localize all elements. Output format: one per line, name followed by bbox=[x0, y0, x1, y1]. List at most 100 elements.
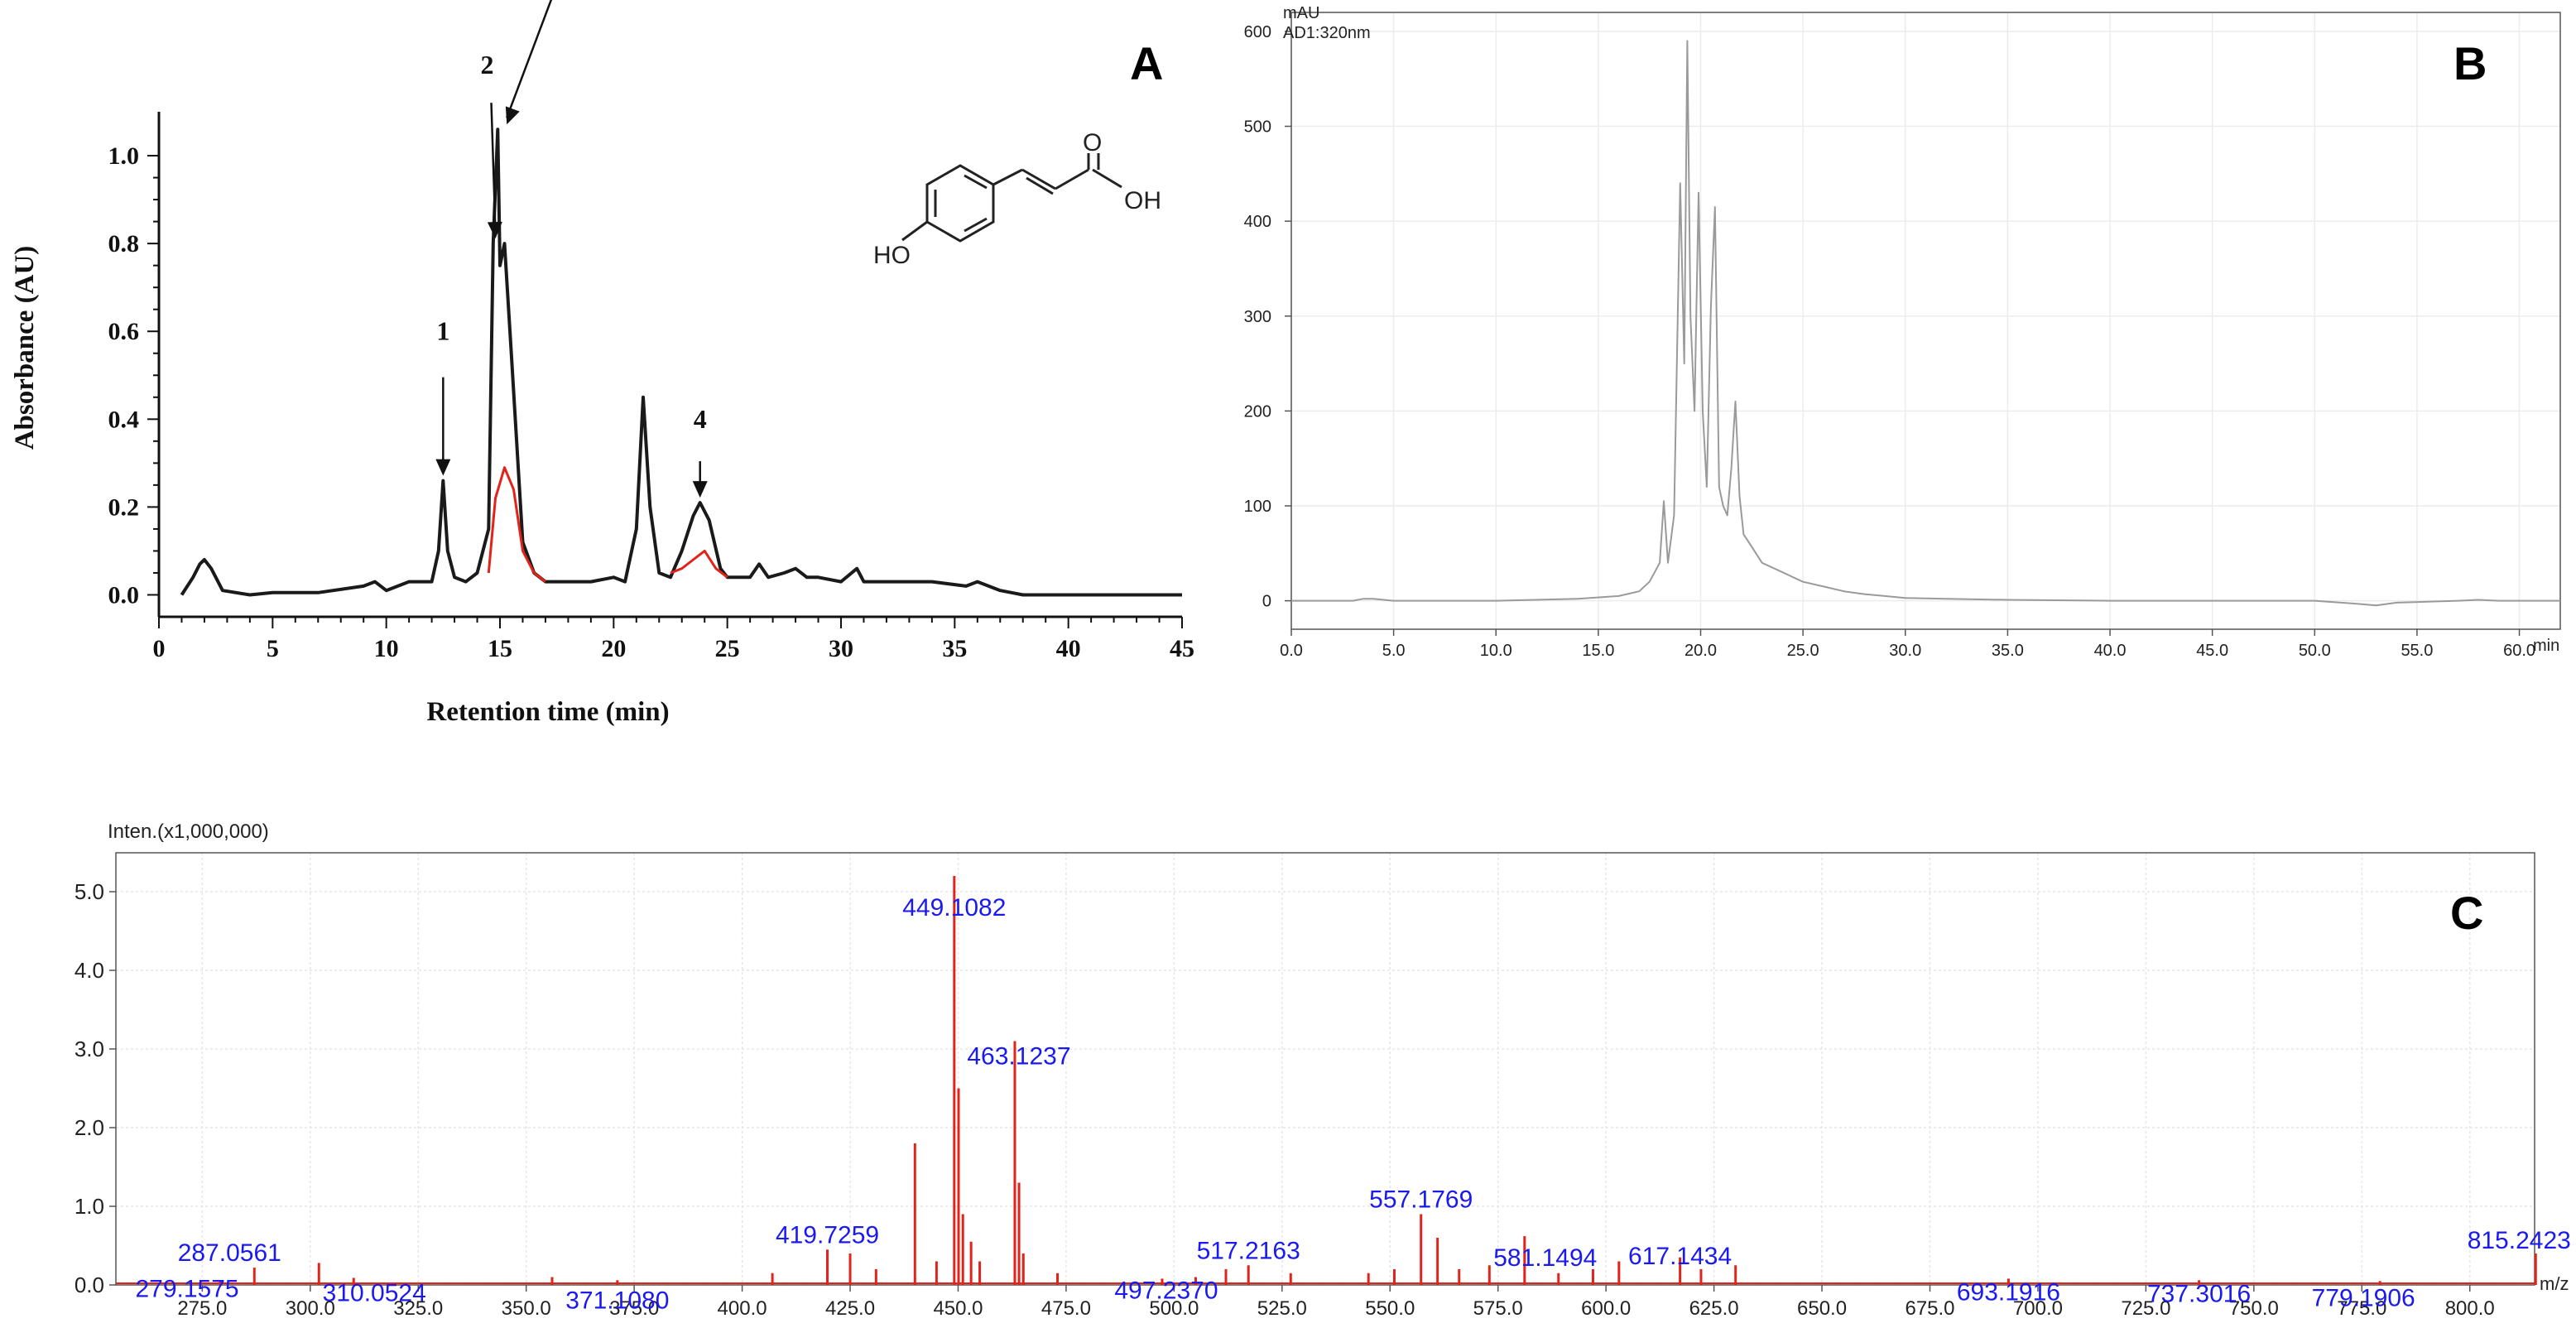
peak-arrowhead bbox=[505, 106, 520, 125]
panel-b-x-tick-label: 30.0 bbox=[1889, 642, 1921, 660]
panel-b-y-tick-label: 0 bbox=[1262, 593, 1271, 611]
panel-b-y-unit: mAU bbox=[1283, 4, 1319, 22]
panel-b-y-tick-label: 300 bbox=[1244, 308, 1271, 326]
panel-c-peak-labels: 279.1575 287.0561 310.0524 371.1080 419.7259… bbox=[135, 894, 2570, 1314]
panel-c-x-tick-label: 575.0 bbox=[1473, 1297, 1523, 1320]
panel-b-trace-label: AD1:320nm bbox=[1283, 24, 1371, 42]
panel-c-y-tick-label: 2.0 bbox=[74, 1115, 104, 1140]
peak-label-2: 2 bbox=[481, 50, 502, 239]
peak-label-3: 3 bbox=[505, 0, 553, 125]
panel-b-axes bbox=[1290, 12, 2561, 630]
panel-a-x-tick-label: 5 bbox=[267, 635, 279, 662]
panel-a-y-tick-label: 0.0 bbox=[108, 581, 140, 609]
panel-c-x-ticks: 275.0 300.0 325.0 350.0 375.0 400.0 425.0 450.0… bbox=[177, 1285, 2495, 1320]
panel-a-peak-labels: 1 23 4 bbox=[435, 0, 708, 498]
peak-arrowhead bbox=[487, 221, 502, 239]
panel-a-x-tick-label: 15 bbox=[488, 635, 512, 662]
panel-b-x-tick-label: 50.0 bbox=[2299, 642, 2331, 660]
structure-label-o: O bbox=[1083, 129, 1102, 156]
panel-c-y-tick-label: 3.0 bbox=[74, 1037, 104, 1061]
panel-b-x-unit: min bbox=[2533, 637, 2559, 655]
panel-c-x-tick-label: 375.0 bbox=[609, 1297, 659, 1320]
panel-a-x-tick-label: 35 bbox=[942, 635, 967, 662]
panel-c-x-tick-label: 475.0 bbox=[1041, 1297, 1091, 1320]
peak-label-1: 1 bbox=[435, 316, 451, 476]
panel-c-x-tick-label: 450.0 bbox=[933, 1297, 983, 1320]
panel-b-x-tick-label: 40.0 bbox=[2094, 642, 2127, 660]
panel-a-x-tick-label: 45 bbox=[1170, 635, 1194, 662]
panel-b-letter: B bbox=[2453, 37, 2487, 89]
panel-c-x-tick-label: 300.0 bbox=[286, 1297, 335, 1320]
panel-c-x-tick-label: 500.0 bbox=[1149, 1297, 1199, 1320]
panel-a-x-tick-label: 0 bbox=[153, 635, 166, 662]
peak-arrowhead bbox=[692, 481, 708, 498]
panel-a-series-line bbox=[180, 128, 1182, 597]
panel-c-y-tick-label: 0.0 bbox=[74, 1273, 104, 1297]
panel-a-series-line bbox=[487, 466, 546, 583]
panel-b-x-tick-label: 60.0 bbox=[2503, 642, 2535, 660]
panel-c-grid bbox=[116, 853, 2535, 1286]
panel-b-y-tick-label: 600 bbox=[1244, 23, 1271, 41]
panel-c-x-tick-label: 600.0 bbox=[1581, 1297, 1631, 1320]
peak-mz-label: 419.7259 bbox=[776, 1221, 879, 1249]
panel-a-x-tick-label: 25 bbox=[715, 635, 740, 662]
panel-b: 0.0 5.0 10.0 15.0 20.0 25.0 30.0 35.0 40.0 45.0 50… bbox=[1225, 0, 2576, 679]
panel-c-x-tick-label: 325.0 bbox=[393, 1297, 443, 1320]
panel-a-y-axis-label: Absorbance (AU) bbox=[10, 246, 40, 450]
panel-c-x-tick-label: 525.0 bbox=[1257, 1297, 1307, 1320]
panel-b-x-tick-label: 15.0 bbox=[1582, 642, 1614, 660]
panel-a-y-tick-label: 0.4 bbox=[108, 406, 140, 433]
peak-mz-label: 693.1916 bbox=[1957, 1278, 2060, 1306]
peak-mz-label: 815.2423 bbox=[2468, 1227, 2571, 1254]
panel-b-y-tick-label: 200 bbox=[1244, 402, 1271, 421]
panel-b-x-ticks: 0.0 5.0 10.0 15.0 20.0 25.0 30.0 35.0 40.0 45.0 50… bbox=[1280, 629, 2535, 660]
panel-b-y-ticks: 0 100 200 300 400 500 600 bbox=[1244, 23, 1291, 611]
panel-b-x-tick-label: 35.0 bbox=[1992, 642, 2024, 660]
panel-c-y-tick-label: 4.0 bbox=[74, 958, 104, 983]
panel-b-y-tick-label: 400 bbox=[1244, 213, 1271, 231]
panel-a-letter: A bbox=[1130, 37, 1163, 89]
panel-a-series-line bbox=[670, 549, 728, 579]
panel-c-x-tick-label: 425.0 bbox=[825, 1297, 875, 1320]
panel-a-x-axis-label: Retention time (min) bbox=[426, 697, 669, 727]
peak-number: 1 bbox=[436, 316, 449, 346]
panel-b-y-tick-label: 100 bbox=[1244, 498, 1271, 516]
panel-b-frame bbox=[1290, 12, 2561, 630]
panel-b-chart: 0.0 5.0 10.0 15.0 20.0 25.0 30.0 35.0 40.0 45.0 50… bbox=[1244, 4, 2561, 660]
peak-mz-label: 287.0561 bbox=[178, 1239, 281, 1267]
panel-a-y-ticks: 0.0 0.2 0.4 0.6 0.8 1.0 bbox=[108, 142, 140, 609]
peak-mz-label: 371.1080 bbox=[565, 1287, 669, 1314]
panel-a-y-tick-label: 0.6 bbox=[108, 318, 140, 345]
panel-c-x-tick-label: 700.0 bbox=[2013, 1297, 2063, 1320]
panel-c-x-tick-label: 725.0 bbox=[2121, 1297, 2170, 1320]
panel-a-x-tick-label: 10 bbox=[374, 635, 399, 662]
panel-a-x-ticks: 0 5 10 15 20 25 30 35 40 45 bbox=[153, 635, 1195, 662]
peak-mz-label: 497.2370 bbox=[1114, 1277, 1218, 1304]
panel-a-series bbox=[180, 128, 1182, 597]
panel-a-axes bbox=[147, 112, 1183, 628]
panel-c-x-tick-label: 750.0 bbox=[2229, 1297, 2279, 1320]
panel-b-x-tick-label: 5.0 bbox=[1382, 642, 1406, 660]
panel-c-peaks bbox=[116, 876, 2537, 1285]
peak-arrowhead bbox=[435, 459, 451, 476]
structure-label-ho: HO bbox=[873, 242, 911, 269]
panel-c-chart: 275.0 300.0 325.0 350.0 375.0 400.0 425.0 450.0… bbox=[74, 820, 2571, 1320]
peak-mz-label: 617.1434 bbox=[1628, 1243, 1732, 1270]
panel-c-x-tick-label: 625.0 bbox=[1689, 1297, 1739, 1320]
chemical-structure bbox=[901, 153, 1122, 243]
panel-b-x-tick-label: 20.0 bbox=[1684, 642, 1717, 660]
panel-b-x-tick-label: 55.0 bbox=[2401, 642, 2433, 660]
panel-c-y-tick-label: 1.0 bbox=[74, 1194, 104, 1219]
panel-a-y-tick-label: 0.2 bbox=[108, 493, 140, 521]
peak-arrow bbox=[490, 103, 497, 233]
panel-a-chart: 0 5 10 15 20 25 30 35 40 45 0.0 0.2 0.4 0.6 0.8 1.0 1 2… bbox=[10, 0, 1195, 727]
panel-c-y-axis-label: Inten.(x1,000,000) bbox=[108, 820, 269, 843]
panel-b-grid bbox=[1290, 12, 2560, 629]
peak-mz-label: 463.1237 bbox=[967, 1043, 1070, 1071]
panel-c-x-tick-label: 400.0 bbox=[718, 1297, 767, 1320]
panel-c-x-tick-label: 350.0 bbox=[502, 1297, 551, 1320]
peak-mz-label: 557.1769 bbox=[1369, 1186, 1473, 1214]
peak-label-4: 4 bbox=[692, 404, 708, 498]
panel-c-axes bbox=[115, 852, 2535, 1286]
